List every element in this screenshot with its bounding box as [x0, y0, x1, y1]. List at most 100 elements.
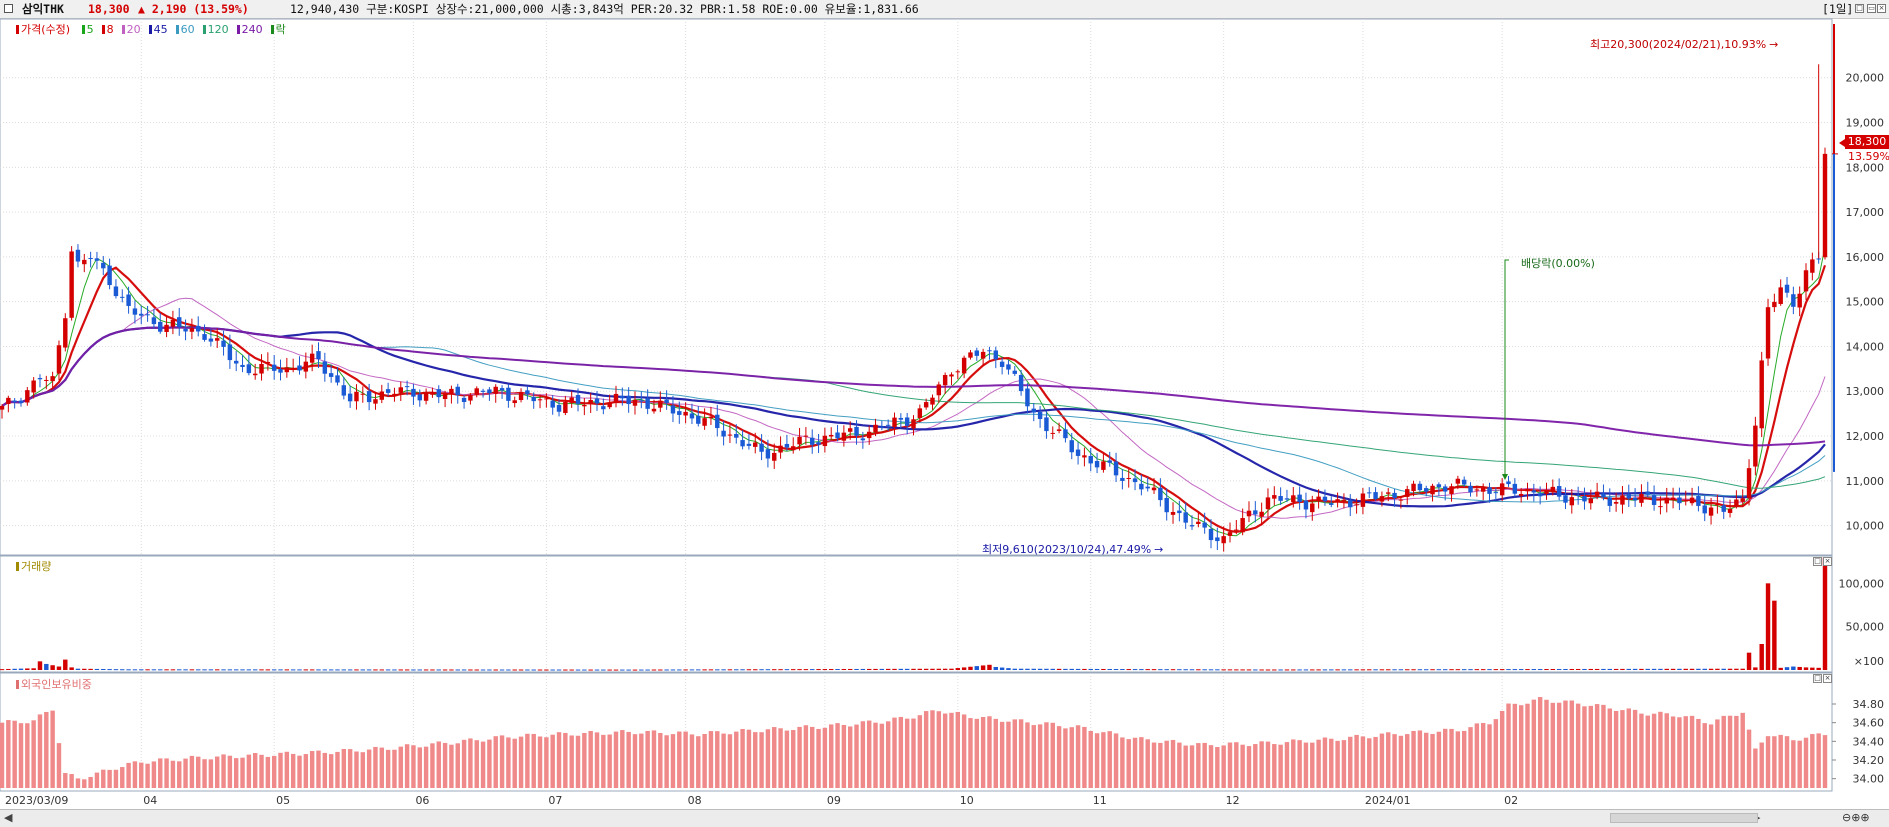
- candle-body: [398, 387, 403, 393]
- volume-bar: [347, 669, 353, 671]
- stock-name: 삼익THK: [22, 2, 64, 16]
- candle-body: [50, 376, 55, 382]
- volume-bar: [942, 668, 948, 670]
- foreign-bar: [664, 735, 669, 788]
- foreign-bar: [284, 751, 290, 788]
- candle-body: [594, 398, 600, 404]
- candle-body: [689, 413, 695, 419]
- foreign-bar: [955, 711, 961, 788]
- volume-bar: [240, 669, 245, 671]
- foreign-bar: [1658, 711, 1663, 788]
- volume-bar: [82, 668, 87, 670]
- candle-body: [1430, 485, 1435, 495]
- foreign-bar: [227, 755, 233, 788]
- foreign-bar: [778, 728, 783, 788]
- volume-bar: [993, 666, 999, 670]
- volume-bar: [341, 669, 347, 671]
- volume-bar: [696, 669, 701, 671]
- date-tick-label: 08: [688, 794, 702, 807]
- candle-body: [639, 400, 644, 402]
- candle-body: [392, 393, 397, 396]
- candle-body: [233, 360, 239, 364]
- foreign-bar: [917, 715, 923, 788]
- low-annotation: 최저9,610(2023/10/24),47.49% →: [982, 541, 1163, 557]
- volume-bar: [164, 669, 169, 671]
- volume-bar: [1449, 669, 1454, 671]
- scroll-bar[interactable]: ◀ ▶ ⊖⊕⊕: [0, 809, 1889, 827]
- foreign-bar: [132, 761, 138, 788]
- volume-bar: [1575, 668, 1581, 670]
- volume-bar: [1563, 668, 1568, 670]
- candle-body: [1208, 528, 1214, 541]
- foreign-bar: [1120, 737, 1125, 788]
- candle-body: [208, 338, 214, 342]
- candle-body: [1221, 536, 1226, 544]
- volume-bar: [1101, 668, 1106, 670]
- scroll-left-icon[interactable]: ◀: [4, 811, 13, 824]
- close-icon[interactable]: ×: [1877, 4, 1886, 13]
- candle-body: [1075, 449, 1081, 456]
- price-grid: [0, 19, 1832, 791]
- volume-bar: [1734, 668, 1739, 670]
- volume-bar: [512, 669, 517, 671]
- foreign-bar: [1651, 713, 1657, 788]
- date-tick-label: 12: [1226, 794, 1240, 807]
- panel-maximize-icon[interactable]: □: [1813, 557, 1822, 566]
- scroll-thumb[interactable]: [1610, 813, 1758, 823]
- candle-body: [1126, 477, 1131, 479]
- foreign-bar: [411, 745, 416, 788]
- candle-body: [506, 387, 511, 401]
- foreign-bar: [1310, 742, 1315, 788]
- foreign-bar: [398, 746, 403, 788]
- candle-body: [1689, 497, 1695, 504]
- volume-bar: [385, 669, 391, 671]
- foreign-bar: [360, 752, 366, 788]
- foreign-bar: [1740, 712, 1745, 788]
- restore-icon[interactable]: ▭: [1867, 4, 1876, 13]
- volume-bar: [392, 669, 397, 671]
- maximize-icon[interactable]: □: [1855, 4, 1864, 13]
- candlesticks: [0, 147, 1828, 552]
- candle-body: [949, 374, 954, 377]
- price-tick-label: 13,000: [1846, 385, 1885, 398]
- panel-maximize-icon[interactable]: □: [1813, 674, 1822, 683]
- volume-bar: [556, 669, 562, 671]
- candle-body: [379, 391, 385, 400]
- candle-body: [0, 406, 5, 410]
- candle-body: [1088, 455, 1093, 464]
- volume-bar: [1025, 668, 1030, 670]
- volume-bar: [1411, 669, 1416, 671]
- foreign-bar: [658, 733, 663, 788]
- foreign-bar: [1392, 734, 1397, 788]
- foreign-bar: [1613, 710, 1619, 788]
- volume-bar: [113, 669, 119, 671]
- foreign-bar: [1297, 740, 1302, 788]
- volume-bar: [1227, 669, 1233, 671]
- foreign-bar: [1424, 732, 1429, 788]
- volume-bar: [1170, 669, 1176, 671]
- foreign-bar: [335, 751, 340, 788]
- checkbox-icon[interactable]: [4, 4, 13, 13]
- volume-bar: [1329, 669, 1334, 671]
- volume-bar: [1082, 668, 1087, 670]
- foreign-bar: [1696, 718, 1701, 788]
- foreign-bar: [1708, 724, 1714, 788]
- volume-bar: [1772, 600, 1777, 670]
- zoom-icons[interactable]: ⊖⊕⊕: [1842, 811, 1870, 824]
- period-selector[interactable]: [1일]: [1822, 2, 1854, 16]
- candle-body: [1759, 360, 1764, 429]
- foreign-bar: [316, 750, 321, 788]
- panel-close-icon[interactable]: ×: [1823, 674, 1832, 683]
- volume-bar: [107, 669, 112, 671]
- foreign-bar: [696, 736, 701, 788]
- panel-close-icon[interactable]: ×: [1823, 557, 1832, 566]
- foreign-bar: [721, 733, 726, 788]
- candle-body: [525, 390, 530, 395]
- volume-bar: [1316, 669, 1321, 671]
- volume-bar: [1373, 669, 1378, 671]
- candle-body: [1715, 504, 1720, 506]
- candle-body: [1594, 491, 1600, 496]
- volume-bar: [734, 669, 739, 671]
- foreign-tick-label: 34.20: [1853, 754, 1885, 767]
